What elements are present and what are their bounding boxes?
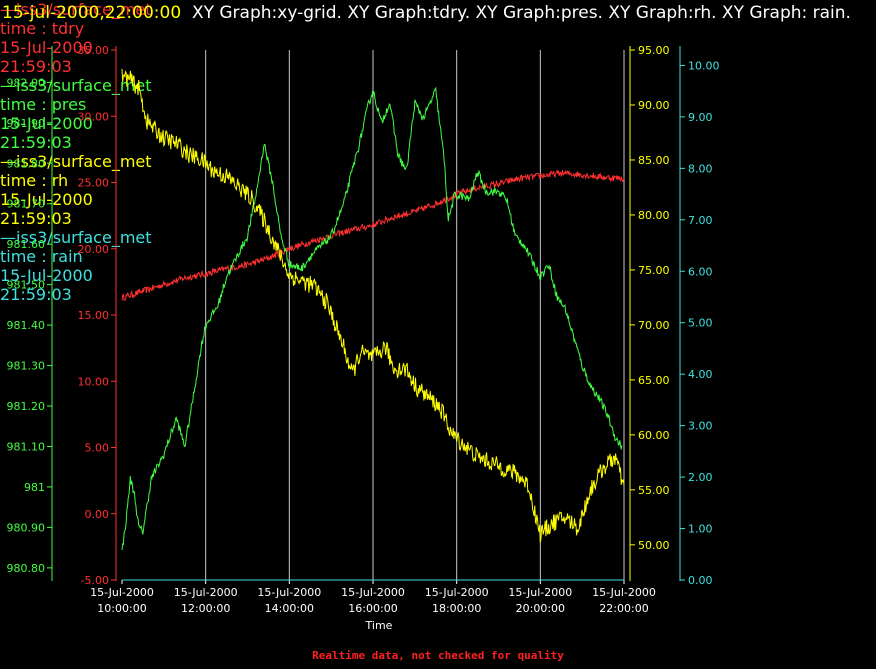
- rh-tick-label: 85.00: [638, 154, 670, 167]
- pres-tick-label: 981.30: [7, 360, 46, 373]
- rh-tick-label: 90.00: [638, 99, 670, 112]
- pres-tick-label: 981.90: [7, 117, 46, 130]
- tdry-tick-label: 35.00: [78, 44, 110, 57]
- x-tick-label-time: 18:00:00: [432, 602, 481, 615]
- rh-tick-label: 80.00: [638, 209, 670, 222]
- legend-variable: time : pres: [0, 95, 87, 114]
- x-tick-label-time: 22:00:00: [599, 602, 648, 615]
- pres-tick-label: 981.20: [7, 400, 46, 413]
- legend-variable: time : tdry: [0, 19, 85, 38]
- pres-tick-label: 980.90: [7, 521, 46, 534]
- tdry-tick-label: 25.00: [78, 177, 110, 190]
- pres-tick-label: 981.80: [7, 157, 46, 170]
- legend: —iss3/surface_met time : tdry 15-Jul-2000 2…: [0, 0, 876, 304]
- x-tick-label-time: 16:00:00: [348, 602, 397, 615]
- rain-tick-label: 7.00: [688, 214, 713, 227]
- x-tick-label-time: 12:00:00: [181, 602, 230, 615]
- title-graph-list: XY Graph:xy-grid. XY Graph:tdry. XY Grap…: [191, 3, 851, 23]
- x-tick-label-time: 10:00:00: [97, 602, 146, 615]
- legend-date: 15-Jul-2000: [0, 266, 93, 285]
- x-tick-label: 15-Jul-2000: [257, 586, 321, 599]
- tdry-tick-label: 5.00: [85, 442, 110, 455]
- tdry-tick-label: 20.00: [78, 243, 110, 256]
- title-timestamp: 15-jul-2000,22:00:00: [2, 3, 182, 23]
- series-rh: [121, 68, 625, 543]
- x-tick-label: 15-Jul-2000: [592, 586, 656, 599]
- rh-tick-label: 60.00: [638, 429, 670, 442]
- legend-variable: time : rain: [0, 247, 83, 266]
- legend-time: 21:59:03: [0, 209, 72, 228]
- pres-tick-label: 981: [24, 481, 45, 494]
- tdry-tick-label: 30.00: [78, 110, 110, 123]
- rain-tick-label: 10.00: [688, 59, 720, 72]
- rh-tick-label: 50.00: [638, 539, 670, 552]
- x-tick-label: 15-Jul-2000: [341, 586, 405, 599]
- pres-tick-label: 981.50: [7, 279, 46, 292]
- x-tick-label: 15-Jul-2000: [90, 586, 154, 599]
- legend-source: —iss3/surface_met: [0, 152, 152, 171]
- legend-time: 21:59:03: [0, 57, 72, 76]
- quality-note: Realtime data, not checked for quality: [312, 649, 564, 662]
- legend-source: —iss3/surface_met: [0, 76, 152, 95]
- x-tick-label-time: 20:00:00: [516, 602, 565, 615]
- chart-title: 15-jul-2000,22:00:00 XY Graph:xy-grid. X…: [2, 0, 862, 27]
- legend-source: —iss3/surface_met: [0, 228, 152, 247]
- tdry-tick-label: -5.00: [81, 574, 109, 587]
- pres-tick-label: 981.60: [7, 238, 46, 251]
- legend-time: 21:59:03: [0, 285, 72, 304]
- rain-tick-label: 2.00: [688, 471, 713, 484]
- rh-tick-label: 55.00: [638, 484, 670, 497]
- pres-tick-label: 981.70: [7, 198, 46, 211]
- rh-tick-label: 95.00: [638, 44, 670, 57]
- rh-tick-label: 75.00: [638, 264, 670, 277]
- legend-entry: —iss3/surface_met time : rain 15-Jul-2000 2…: [0, 228, 876, 304]
- legend-entry: —iss3/surface_met time : rh 15-Jul-2000 21:…: [0, 152, 876, 228]
- legend-date: 15-Jul-2000: [0, 114, 93, 133]
- rain-tick-label: 1.00: [688, 523, 713, 536]
- legend-date: 15-Jul-2000: [0, 190, 93, 209]
- legend-entry: —iss3/surface_met time : tdry 15-Jul-2000 2…: [0, 0, 876, 76]
- pres-tick-label: 980.80: [7, 562, 46, 575]
- series-tdry: [121, 169, 625, 301]
- rain-tick-label: 6.00: [688, 265, 713, 278]
- rain-tick-label: 3.00: [688, 420, 713, 433]
- tdry-tick-label: 0.00: [85, 508, 110, 521]
- rh-tick-label: 65.00: [638, 374, 670, 387]
- legend-date: 15-Jul-2000: [0, 38, 93, 57]
- x-tick-label: 15-Jul-2000: [174, 586, 238, 599]
- legend-source: —iss3/surface_met: [0, 0, 152, 19]
- x-tick-label: 15-Jul-2000: [508, 586, 572, 599]
- tdry-tick-label: 10.00: [78, 375, 110, 388]
- legend-variable: time : rh: [0, 171, 69, 190]
- legend-entry: —iss3/surface_met time : pres 15-Jul-2000 2…: [0, 76, 876, 152]
- series-pres: [121, 86, 623, 550]
- pres-tick-label: 981.10: [7, 440, 46, 453]
- rain-tick-label: 8.00: [688, 162, 713, 175]
- rh-tick-label: 70.00: [638, 319, 670, 332]
- pres-tick-label: 982.00: [7, 76, 46, 89]
- legend-time: 21:59:03: [0, 133, 72, 152]
- x-tick-label-time: 14:00:00: [265, 602, 314, 615]
- x-axis-label: Time: [365, 619, 393, 632]
- rain-tick-label: 4.00: [688, 368, 713, 381]
- rain-tick-label: 0.00: [688, 574, 713, 587]
- x-tick-label: 15-Jul-2000: [425, 586, 489, 599]
- tdry-tick-label: 15.00: [78, 309, 110, 322]
- pres-tick-label: 981.40: [7, 319, 46, 332]
- rain-tick-label: 5.00: [688, 317, 713, 330]
- rain-tick-label: 9.00: [688, 111, 713, 124]
